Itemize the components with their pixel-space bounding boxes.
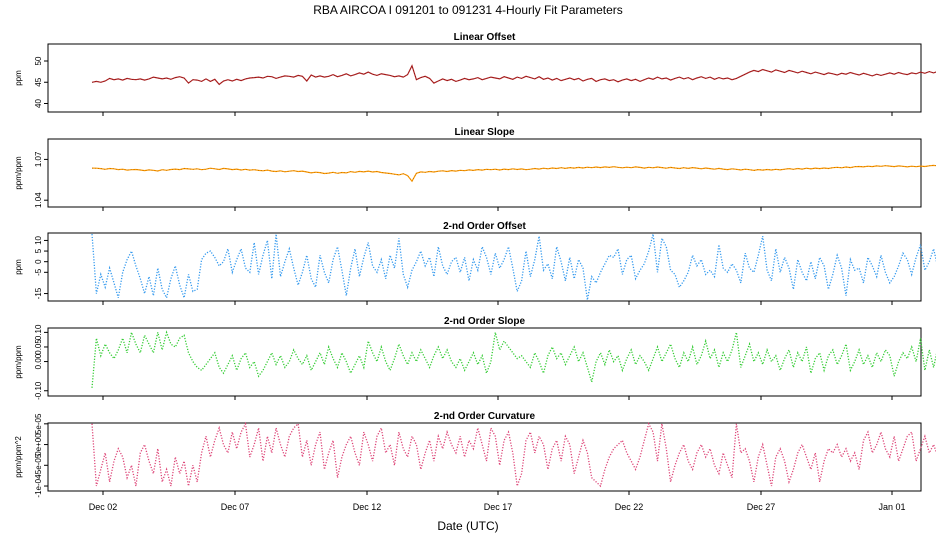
y-tick-label: 1.07	[34, 151, 43, 167]
y-tick-label: 1.04	[34, 192, 43, 208]
x-tick-label: Dec 27	[747, 502, 776, 512]
figure-title: RBA AIRCOA I 091201 to 091231 4-Hourly F…	[313, 3, 623, 17]
panel-title: 2-nd Order Slope	[444, 316, 526, 327]
y-tick-label: 10	[34, 235, 43, 244]
y-tick-label: 40	[34, 99, 43, 108]
y-tick-label: 0.10	[34, 324, 43, 340]
x-tick-label: Jan 01	[878, 502, 905, 512]
panel-1: Linear Offset ppm 40 45 50	[14, 32, 936, 116]
series-line	[91, 233, 936, 301]
plot-frame	[47, 43, 922, 113]
panel-2: Linear Slope ppm/ppm 1.04 1.07	[14, 127, 936, 211]
panel-title: 2-nd Order Curvature	[434, 411, 536, 422]
x-axis-label: Date (UTC)	[437, 519, 498, 533]
y-tick-label: 0	[34, 259, 43, 264]
y-tick-label: 5e-05	[34, 413, 43, 434]
series-line	[91, 164, 936, 183]
y-tick-label: -1e-04	[34, 474, 43, 498]
y-axis-label: ppm/ppm	[14, 156, 23, 190]
plot-frame	[47, 138, 922, 208]
panel-title: Linear Slope	[454, 127, 514, 138]
panel-5: 2-nd Order Curvature ppm/ppm^2 -1e-04-5e-0…	[14, 411, 936, 498]
y-tick-label: -15	[34, 287, 43, 299]
series-line	[91, 64, 936, 86]
panel-3: 2-nd Order Offset ppm -15 -5 0 5 10	[14, 221, 936, 305]
y-tick-label: -0.10	[34, 381, 43, 400]
series-markers	[91, 165, 936, 182]
y-tick-label: 0.05	[34, 339, 43, 355]
series-line	[91, 421, 936, 488]
y-axis-label: ppm/ppm^2	[14, 436, 23, 478]
panel-title: 2-nd Order Offset	[443, 221, 526, 232]
plot-frame	[47, 232, 922, 302]
y-tick-label: 50	[34, 56, 43, 65]
panel-4: 2-nd Order Slope ppm/ppm -0.10 0.000.050.10	[14, 316, 936, 400]
x-tick-label: Dec 17	[484, 502, 513, 512]
y-tick-label: 5	[34, 248, 43, 253]
y-tick-label: -5e-05	[34, 453, 43, 477]
series-line	[91, 330, 936, 388]
panel-title: Linear Offset	[454, 32, 516, 43]
x-tick-label: Dec 22	[615, 502, 644, 512]
series-markers	[91, 65, 936, 85]
y-tick-label: 45	[34, 77, 43, 86]
y-tick-label: 0.00	[34, 353, 43, 369]
y-axis-label: ppm	[14, 70, 23, 86]
y-tick-label: 0e+00	[34, 433, 43, 456]
x-tick-label: Dec 07	[221, 502, 250, 512]
y-tick-label: -5	[34, 268, 43, 276]
x-tick-label: Dec 02	[89, 502, 118, 512]
plot-frame	[47, 422, 922, 492]
y-axis-label: ppm	[14, 259, 23, 275]
plot-frame	[47, 327, 922, 397]
x-tick-label: Dec 12	[353, 502, 382, 512]
y-axis-label: ppm/ppm	[14, 345, 23, 379]
